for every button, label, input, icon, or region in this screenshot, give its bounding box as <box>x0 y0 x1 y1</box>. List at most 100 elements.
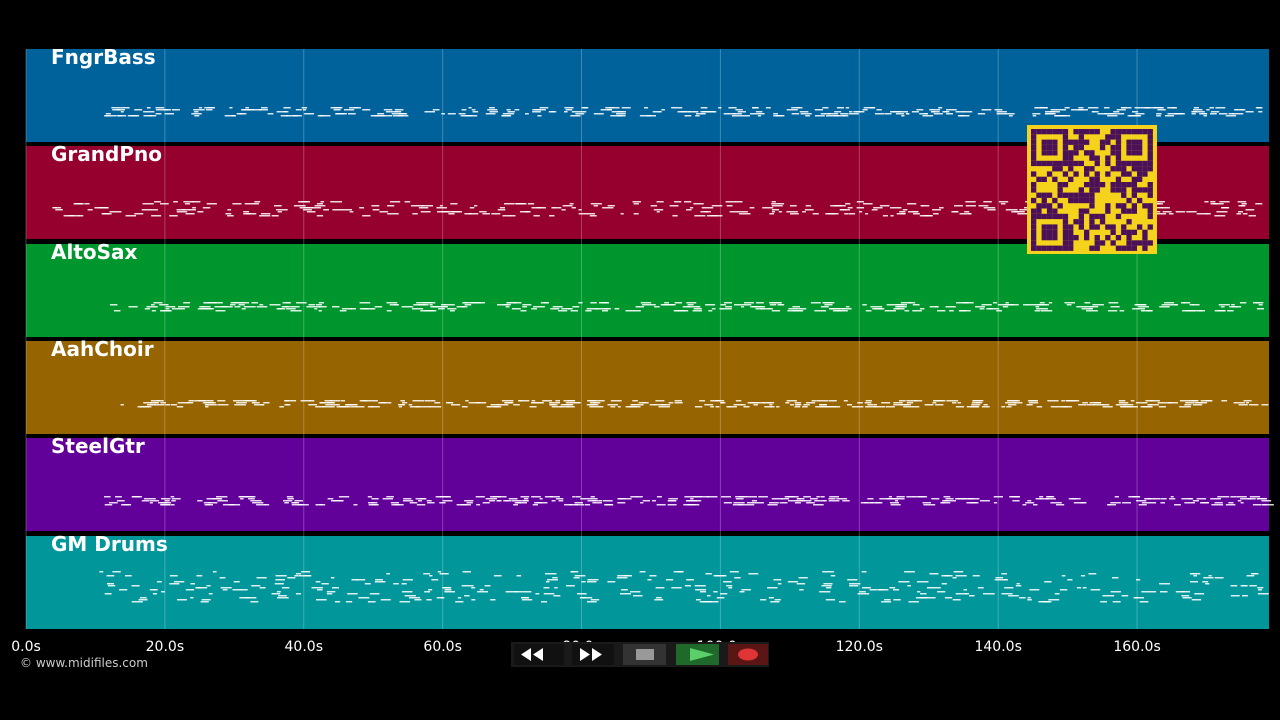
note <box>241 308 246 310</box>
note <box>256 306 268 308</box>
note <box>689 207 694 209</box>
note <box>996 111 1007 113</box>
record-button[interactable] <box>728 644 768 665</box>
qr-cell <box>1084 229 1090 235</box>
note <box>1211 504 1224 506</box>
note <box>855 111 865 113</box>
rewind-button[interactable] <box>514 644 564 665</box>
qr-cell <box>1073 150 1079 156</box>
note <box>650 304 656 306</box>
note <box>194 115 200 117</box>
note <box>508 498 518 500</box>
note <box>101 213 112 215</box>
qr-cell <box>1099 182 1106 188</box>
note <box>693 308 702 310</box>
note <box>981 304 992 306</box>
note <box>214 306 219 308</box>
note <box>1147 107 1159 109</box>
note <box>451 211 460 213</box>
note <box>448 213 455 215</box>
note <box>350 406 357 408</box>
note <box>924 404 934 406</box>
note <box>317 589 323 591</box>
note <box>937 591 946 593</box>
note <box>408 404 413 406</box>
note <box>963 111 973 113</box>
note <box>1209 107 1214 109</box>
qr-cell <box>1036 160 1042 167</box>
note <box>1148 404 1159 406</box>
note <box>284 400 297 402</box>
note <box>568 404 574 406</box>
note <box>1135 597 1145 599</box>
note <box>771 203 780 205</box>
qr-cell <box>1089 245 1095 251</box>
note <box>908 211 919 213</box>
note <box>1146 591 1157 593</box>
note <box>610 400 622 402</box>
note <box>945 498 954 500</box>
note <box>412 400 425 402</box>
qr-cell <box>1147 192 1153 198</box>
note <box>745 496 757 498</box>
note <box>422 302 433 304</box>
rewind-icon <box>521 648 543 661</box>
note <box>1175 113 1185 115</box>
note <box>416 504 426 506</box>
qr-cell <box>1131 129 1137 135</box>
note <box>160 203 169 205</box>
note <box>1080 502 1087 504</box>
note <box>356 579 366 581</box>
note <box>543 302 548 304</box>
note <box>1089 402 1098 404</box>
note <box>872 308 883 310</box>
copyright: © www.midifiles.com <box>20 656 148 670</box>
note <box>280 115 289 117</box>
note <box>527 203 535 205</box>
note <box>684 201 692 203</box>
note <box>664 404 671 406</box>
note <box>684 585 691 587</box>
note <box>161 591 165 593</box>
note <box>111 107 121 109</box>
note <box>165 306 176 308</box>
note <box>1035 306 1040 308</box>
note <box>1206 213 1211 215</box>
note <box>1006 406 1012 408</box>
stop-button[interactable] <box>623 644 666 665</box>
note <box>367 496 372 498</box>
note <box>204 107 214 109</box>
qr-cell <box>1147 150 1153 156</box>
qr-cell <box>1147 144 1153 151</box>
fast-forward-button[interactable] <box>572 644 614 665</box>
note <box>1080 575 1086 577</box>
qr-cell <box>1068 224 1074 230</box>
note <box>882 215 888 217</box>
note <box>291 504 304 506</box>
play-button[interactable] <box>676 644 719 665</box>
qr-cell <box>1126 139 1132 145</box>
note <box>1248 215 1256 217</box>
note <box>633 203 639 205</box>
note <box>890 215 894 217</box>
qr-cell <box>1137 150 1143 156</box>
note <box>963 589 967 591</box>
note <box>570 571 575 573</box>
note <box>884 310 896 312</box>
note <box>243 211 249 213</box>
note <box>114 310 121 312</box>
note <box>144 308 151 310</box>
note <box>536 502 548 504</box>
note <box>755 111 763 113</box>
note <box>549 404 556 406</box>
qr-cell <box>1099 144 1106 151</box>
note <box>1078 404 1087 406</box>
note <box>921 205 930 207</box>
note <box>640 502 644 504</box>
note <box>946 113 953 115</box>
note <box>650 205 658 207</box>
note <box>143 402 153 404</box>
note <box>1026 304 1039 306</box>
note <box>918 496 928 498</box>
note <box>794 406 801 408</box>
